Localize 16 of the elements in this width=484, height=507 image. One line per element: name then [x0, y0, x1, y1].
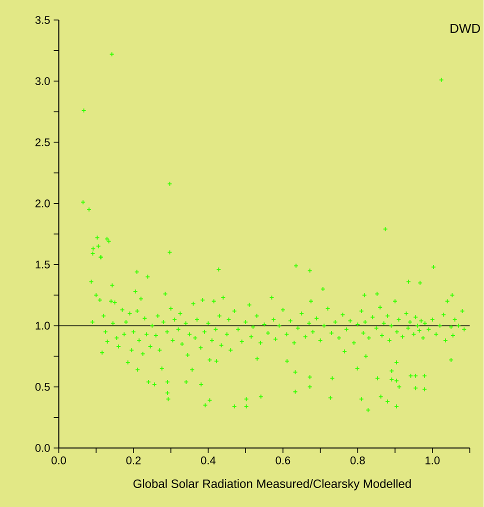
y-tick-label: 0.0	[36, 444, 50, 452]
x-tick-label: 1.0	[426, 456, 440, 464]
y-tick-label: 2.0	[36, 200, 50, 208]
x-tick-label: 0.4	[201, 456, 216, 464]
x-tick-label: 0.2	[126, 456, 141, 464]
x-tick-label: 0.8	[350, 456, 365, 464]
y-tick-label: 3.0	[35, 77, 50, 86]
x-tick-label: 0.0	[52, 456, 66, 464]
y-tick-label: 0.5	[36, 382, 50, 391]
y-tick-label: 3.5	[35, 16, 50, 24]
x-axis-title: Global Solar Radiation Measured/Clearsky Modelled	[134, 479, 411, 490]
y-tick-label: 1.0	[36, 322, 50, 330]
x-tick-label: 0.6	[276, 456, 290, 464]
y-tick-label: 2.5	[36, 138, 50, 146]
y-tick-label: 1.5	[36, 260, 50, 268]
chart-title: DWD	[450, 24, 480, 33]
